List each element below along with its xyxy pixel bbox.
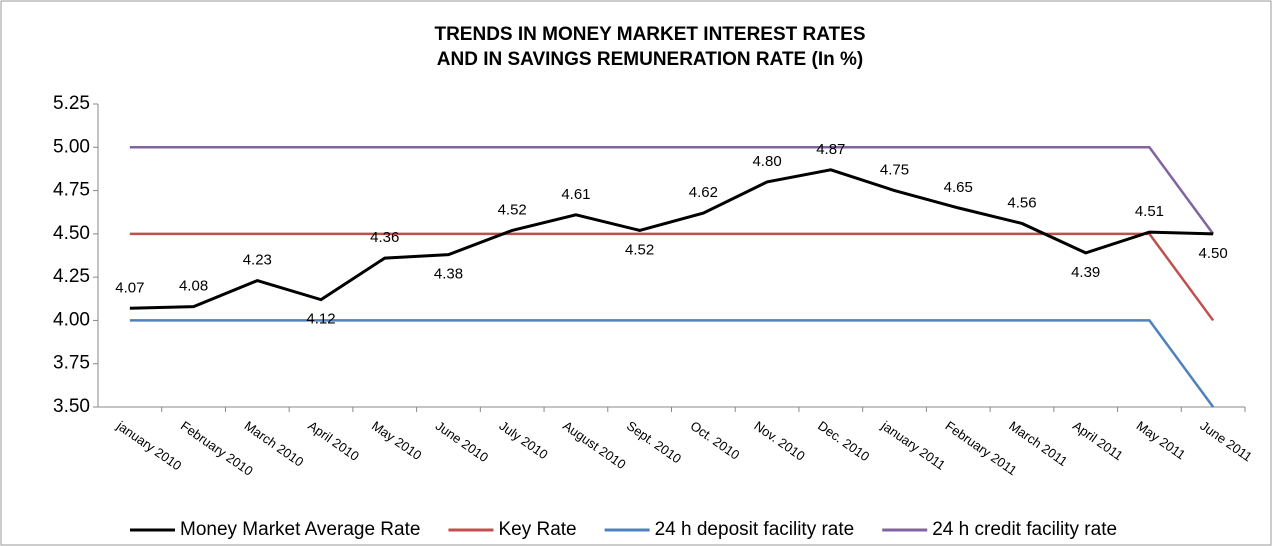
series-line	[129, 168, 1214, 310]
legend-label: Key Rate	[498, 519, 576, 540]
y-tick-label: 4.00	[53, 309, 90, 330]
data-label: 4.23	[243, 252, 272, 269]
series-line	[129, 146, 1215, 235]
data-label: 4.65	[944, 179, 973, 196]
series-line	[129, 319, 1215, 408]
data-label: 4.87	[816, 141, 845, 158]
chart-title: AND IN SAVINGS REMUNERATION RATE (In %)	[437, 49, 863, 70]
data-label: 4.08	[179, 278, 208, 295]
y-tick-label: 3.50	[53, 396, 90, 417]
data-label: 4.61	[561, 186, 590, 203]
data-label: 4.36	[370, 229, 399, 246]
data-label: 4.51	[1135, 203, 1164, 220]
data-label: 4.39	[1071, 264, 1100, 281]
data-label: 4.80	[752, 153, 781, 170]
data-label: 4.56	[1007, 194, 1036, 211]
data-label: 4.12	[306, 311, 335, 328]
y-tick-label: 5.25	[53, 93, 90, 114]
data-label: 4.52	[625, 241, 654, 258]
y-tick-label: 4.50	[53, 223, 90, 244]
legend-label: Money Market Average Rate	[180, 519, 420, 540]
y-tick-label: 4.75	[53, 180, 90, 201]
y-tick-label: 4.25	[53, 266, 90, 287]
legend-label: 24 h credit facility rate	[932, 519, 1117, 540]
chart-title: TRENDS IN MONEY MARKET INTEREST RATES	[434, 24, 865, 45]
data-label: 4.62	[689, 184, 718, 201]
y-tick-label: 5.00	[53, 136, 90, 157]
data-label: 4.52	[498, 201, 527, 218]
y-tick-label: 3.75	[53, 353, 90, 374]
data-label: 4.50	[1199, 245, 1228, 262]
data-label: 4.07	[115, 279, 144, 296]
data-label: 4.75	[880, 162, 909, 179]
data-label: 4.38	[434, 266, 463, 283]
legend-label: 24 h deposit facility rate	[655, 519, 855, 540]
series-line	[129, 232, 1215, 322]
